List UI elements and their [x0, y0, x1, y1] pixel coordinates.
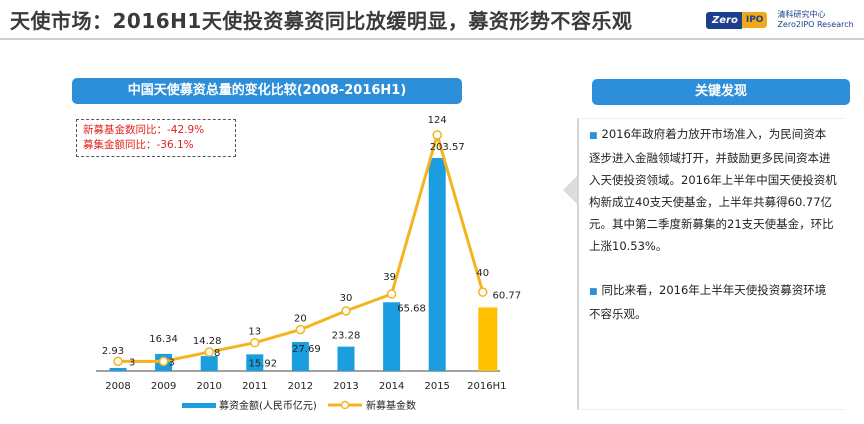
line-point-2013: [341, 306, 351, 316]
line-value-label: 3: [168, 357, 174, 368]
bar-2012: [291, 342, 309, 371]
line-point-2014: [386, 289, 397, 299]
x-tick-label: 2013: [333, 381, 358, 392]
title-divider: [0, 38, 864, 40]
x-tick-label: 2015: [424, 381, 449, 392]
callout-fund-count-yoy: 新募基金数同比：-42.9%: [83, 124, 205, 136]
legend-line-marker: [340, 400, 350, 410]
key-finding-2: ■ 同比来看，2016年上半年天使投资募资环境不容乐观。: [589, 279, 837, 325]
bar-value-label: 60.77: [492, 290, 521, 301]
bar-value-label: 15.92: [248, 358, 277, 369]
line-point-2008: [113, 356, 123, 367]
legend-line-label: 新募基金数: [366, 399, 416, 412]
line-point-2009: [158, 356, 169, 367]
bar-2011: [246, 354, 264, 371]
callout-amount-yoy: 募集金额同比：-36.1%: [83, 139, 194, 151]
bar-value-label: 2.93: [102, 346, 124, 357]
square-bullet-icon: ■: [589, 287, 598, 297]
bar-value-label: 23.28: [332, 331, 361, 342]
legend-bar-label: 募资金额(人民币亿元): [219, 399, 317, 412]
bar-2014: [383, 302, 401, 371]
x-tick-label: 2016H1: [467, 381, 506, 392]
bar-value-label: 14.28: [193, 336, 222, 347]
chart-title-banner: 中国天使募资总量的变化比较(2008-2016H1): [72, 78, 462, 104]
line-value-label: 30: [340, 293, 353, 304]
line-point-2010: [204, 347, 214, 357]
bar-2013: [337, 346, 355, 371]
logo-brand: Zero: [706, 11, 742, 29]
x-tick-label: 2009: [151, 381, 176, 392]
logo-brand-sub: IPO: [741, 12, 768, 28]
line-point-2015: [432, 130, 442, 140]
x-tick-label: 2008: [105, 381, 130, 392]
bar-2008: [109, 367, 127, 371]
bar-2016H1: [478, 307, 498, 371]
line-value-label: 3: [129, 357, 135, 368]
yoy-callout-box: 新募基金数同比：-42.9% 募集金额同比：-36.1%: [76, 119, 236, 157]
key-finding-1: ■ 2016年政府着力放开市场准入，为民间资本逐步进入金融领域打开，并鼓励更多民间…: [589, 123, 837, 257]
line-value-label: 13: [248, 327, 261, 338]
x-tick-label: 2011: [242, 381, 267, 392]
zero2ipo-logo: Zero IPO 清科研究中心 Zero2IPO Research: [706, 8, 854, 32]
logo-text: 清科研究中心 Zero2IPO Research: [777, 10, 853, 30]
key-findings-banner: 关键发现: [592, 79, 850, 105]
legend-bar-swatch: [182, 403, 216, 408]
key-finding-2-text: 同比来看，2016年上半年天使投资募资环境不容乐观。: [589, 283, 827, 321]
page-title: 天使市场：2016H1天使投资募资同比放缓明显，募资形势不容乐观: [10, 9, 633, 33]
bar-value-label: 65.68: [397, 303, 426, 314]
bar-value-label: 16.34: [149, 334, 178, 345]
x-tick-label: 2012: [288, 381, 313, 392]
bar-2010: [200, 356, 218, 371]
line-value-label: 20: [294, 314, 307, 325]
bar-2015: [428, 158, 446, 371]
square-bullet-icon: ■: [589, 131, 598, 141]
bar-value-label: 27.69: [292, 344, 321, 355]
x-tick-label: 2014: [379, 381, 404, 392]
key-finding-1-text: 2016年政府着力放开市场准入，为民间资本逐步进入金融领域打开，并鼓励更多民间资…: [589, 127, 837, 253]
line-value-label: 39: [383, 272, 396, 283]
line-point-2012: [295, 324, 306, 335]
line-point-2011: [250, 337, 260, 348]
line-value-label: 8: [214, 348, 220, 359]
logo-name-en: Zero2IPO Research: [777, 20, 854, 29]
key-findings-panel: ■ 2016年政府着力放开市场准入，为民间资本逐步进入金融领域打开，并鼓励更多民间…: [577, 118, 845, 410]
line-value-label: 40: [476, 268, 489, 279]
fundraising-chart: 2.93 16.34 14.28 15.92 27.69 23.28 65.68 203.57…: [96, 115, 521, 412]
line-value-label: 124: [428, 115, 447, 126]
line-point-2016H1: [478, 287, 488, 297]
bar-value-label: 203.57: [430, 142, 465, 153]
logo-name-cn: 清科研究中心: [777, 10, 826, 19]
panel-pointer: [563, 176, 577, 204]
x-tick-label: 2010: [196, 381, 221, 392]
